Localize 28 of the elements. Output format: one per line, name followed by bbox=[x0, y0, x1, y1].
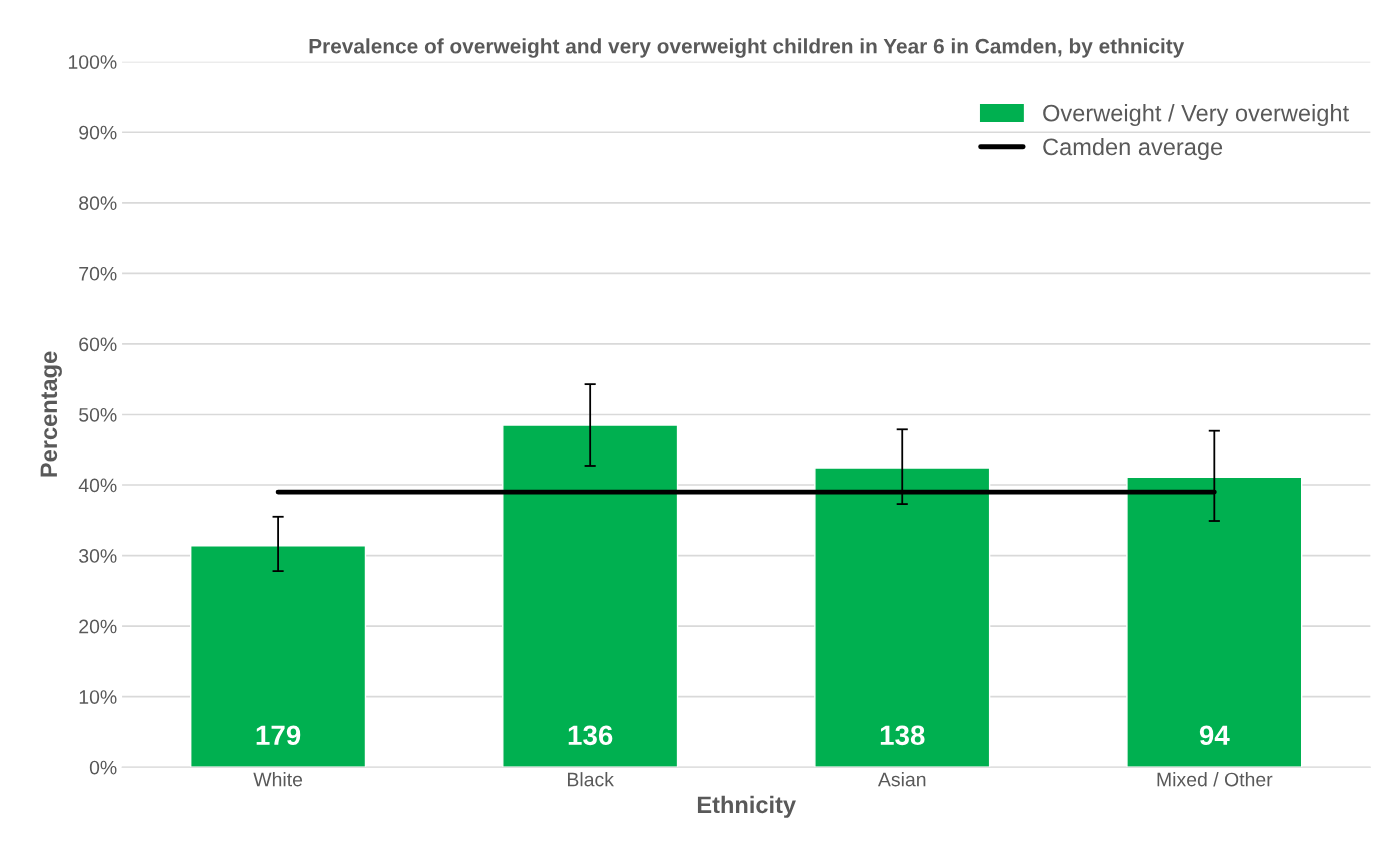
bar bbox=[1126, 476, 1303, 768]
y-tick-label: 40% bbox=[78, 478, 117, 493]
y-tick-label: 30% bbox=[79, 549, 117, 563]
y-tick-label: 20% bbox=[79, 619, 117, 634]
x-tick-label: Mixed / Other bbox=[1157, 772, 1273, 787]
y-tick-label: 0% bbox=[89, 760, 117, 775]
bar bbox=[502, 424, 679, 768]
annotation: 138 bbox=[880, 725, 925, 746]
y-axis-title: Percentage bbox=[40, 351, 62, 477]
y-tick-label: 100% bbox=[68, 55, 117, 69]
y-tick-label: 80% bbox=[79, 196, 117, 211]
annotation: 94 bbox=[1199, 725, 1230, 746]
chart-title: Prevalence of overweight and very overweight children in Year 6 in Camden, by ethnicity bbox=[309, 38, 1185, 58]
y-tick-label: 60% bbox=[79, 337, 117, 352]
x-tick-label: White bbox=[253, 772, 303, 787]
legend-label: Overweight / Very overweight bbox=[1043, 104, 1349, 127]
annotation: 179 bbox=[256, 725, 301, 746]
legend-label: Camden average bbox=[1043, 137, 1223, 160]
bar bbox=[814, 467, 991, 768]
x-tick-label: Asian bbox=[877, 772, 926, 787]
y-tick-label: 50% bbox=[79, 407, 117, 422]
annotation: 136 bbox=[568, 725, 613, 746]
y-tick-label: 90% bbox=[79, 125, 117, 140]
bar bbox=[190, 545, 367, 768]
y-tick-label: 10% bbox=[79, 690, 117, 704]
x-axis-title: Ethnicity bbox=[697, 795, 796, 818]
y-tick-label: 70% bbox=[79, 266, 117, 281]
x-tick-label: Black bbox=[567, 772, 614, 787]
